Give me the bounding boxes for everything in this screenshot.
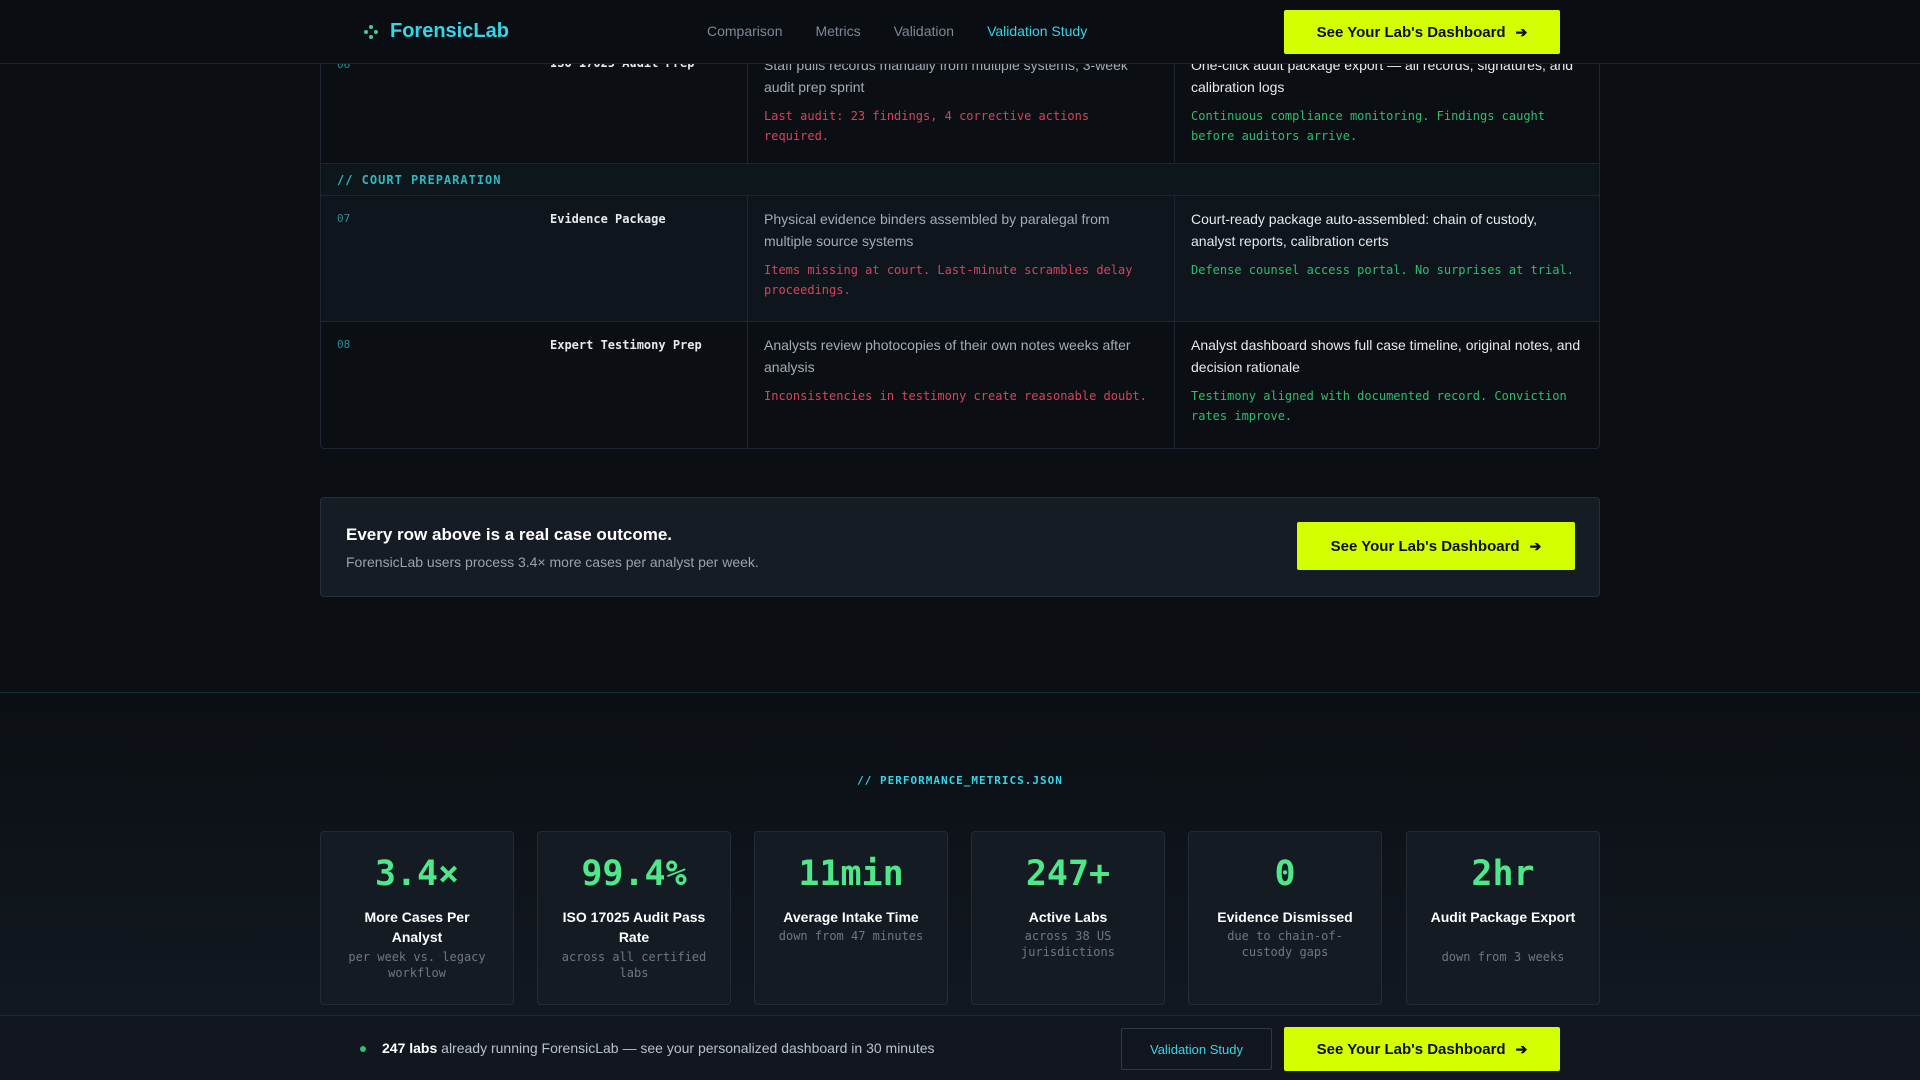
metric-title: ISO 17025 Audit Pass Rate — [562, 909, 706, 945]
bottom-dashboard-button[interactable]: See Your Lab's Dashboard ➔ — [1284, 1027, 1560, 1071]
legacy-outcome: Items missing at court. Last-minute scra… — [764, 263, 1133, 297]
comparison-table: 06 ISO 17025 Audit Prep Staff pulls reco… — [320, 30, 1600, 449]
metric-subtitle: down from 3 weeks — [1441, 950, 1565, 964]
bottom-bar-message: 247 labs already running ForensicLab — s… — [382, 1040, 935, 1056]
metric-card: 99.4% ISO 17025 Audit Pass Rate across a… — [537, 831, 731, 1005]
row-name: Evidence Package — [550, 212, 666, 226]
callout-dashboard-button[interactable]: See Your Lab's Dashboard ➔ — [1297, 522, 1575, 570]
metric-title: Audit Package Export — [1430, 909, 1576, 925]
metric-value: 11min — [798, 854, 904, 894]
bottom-dashboard-button-label: See Your Lab's Dashboard — [1316, 1040, 1506, 1058]
row-name: Expert Testimony Prep — [550, 338, 702, 352]
metric-subtitle: across all certified labs — [561, 950, 707, 980]
callout-title: Every row above is a real case outcome. — [346, 525, 672, 544]
section-label-court-preparation: // COURT PREPARATION — [321, 164, 1599, 196]
legacy-outcome: Last audit: 23 findings, 4 corrective ac… — [764, 109, 1090, 143]
sticky-bottom-bar: 247 labs already running ForensicLab — s… — [0, 1015, 1920, 1080]
legacy-description: Analysts review photocopies of their own… — [764, 337, 1131, 375]
forensiclab-outcome: Continuous compliance monitoring. Findin… — [1191, 109, 1546, 143]
metric-card: 247+ Active Labs across 38 US jurisdicti… — [971, 831, 1165, 1005]
legacy-cell: Physical evidence binders assembled by p… — [747, 196, 1174, 321]
nav-dashboard-button-label: See Your Lab's Dashboard — [1316, 23, 1506, 41]
row-number: 08 — [337, 338, 351, 351]
metrics-label: // PERFORMANCE_METRICS.JSON — [857, 774, 1063, 787]
nav-link-comparison[interactable]: Comparison — [707, 23, 783, 39]
validation-study-button[interactable]: Validation Study — [1121, 1028, 1272, 1070]
brand[interactable]: ForensicLab — [364, 20, 509, 43]
metric-title: Average Intake Time — [783, 909, 919, 925]
nav-link-validation-study[interactable]: Validation Study — [987, 23, 1088, 39]
callout-subtitle: ForensicLab users process 3.4× more case… — [346, 554, 759, 570]
lab-count: 247 labs — [382, 1040, 438, 1056]
callout-dashboard-button-label: See Your Lab's Dashboard — [1330, 537, 1520, 555]
forensiclab-description: Analyst dashboard shows full case timeli… — [1191, 337, 1581, 375]
legacy-cell: Analysts review photocopies of their own… — [747, 322, 1174, 448]
nav-links: Comparison Metrics Validation Validation… — [707, 23, 1087, 39]
legacy-outcome: Inconsistencies in testimony create reas… — [764, 389, 1147, 403]
brand-name: ForensicLab — [390, 20, 509, 42]
metric-subtitle: across 38 US jurisdictions — [1021, 929, 1115, 959]
metric-value: 2hr — [1471, 854, 1535, 894]
metric-card: 2hr Audit Package Export down from 3 wee… — [1406, 831, 1600, 1005]
forensiclab-cell: Analyst dashboard shows full case timeli… — [1174, 322, 1599, 448]
metric-title: Active Labs — [1028, 909, 1108, 925]
case-outcome-callout: Every row above is a real case outcome. … — [320, 497, 1600, 597]
table-row: 08 Expert Testimony Prep Analysts review… — [321, 322, 1599, 448]
forensiclab-cell: Court-ready package auto-assembled: chai… — [1174, 196, 1599, 321]
metric-value: 0 — [1274, 854, 1296, 894]
metric-title: More Cases Per Analyst — [364, 909, 470, 945]
brand-logo-icon — [364, 24, 378, 39]
metric-card: 11min Average Intake Time down from 47 m… — [754, 831, 948, 1005]
nav-link-metrics[interactable]: Metrics — [815, 23, 861, 39]
metric-subtitle: due to chain-of-custody gaps — [1227, 929, 1343, 959]
arrow-right-icon: ➔ — [1515, 1040, 1528, 1057]
forensiclab-outcome: Defense counsel access portal. No surpri… — [1191, 263, 1574, 277]
metric-subtitle: down from 47 minutes — [778, 929, 924, 943]
metric-value: 99.4% — [581, 854, 687, 894]
arrow-right-icon: ➔ — [1529, 537, 1542, 554]
table-row: 07 Evidence Package Physical evidence bi… — [321, 196, 1599, 322]
metric-value: 3.4× — [374, 854, 460, 894]
metric-value: 247+ — [1025, 854, 1111, 894]
top-nav: ForensicLab Comparison Metrics Validatio… — [0, 0, 1920, 64]
forensiclab-outcome: Testimony aligned with documented record… — [1191, 389, 1567, 423]
metric-subtitle: per week vs. legacy workflow — [348, 950, 486, 980]
status-dot-icon — [360, 1046, 366, 1052]
metric-card: 3.4× More Cases Per Analyst per week vs.… — [320, 831, 514, 1005]
legacy-description: Physical evidence binders assembled by p… — [764, 211, 1110, 249]
row-number: 07 — [337, 212, 351, 225]
section-divider — [0, 692, 1920, 693]
nav-link-validation[interactable]: Validation — [893, 23, 955, 39]
metric-card: 0 Evidence Dismissed due to chain-of-cus… — [1188, 831, 1382, 1005]
arrow-right-icon: ➔ — [1515, 23, 1528, 40]
bottom-bar-text: already running ForensicLab — see your p… — [437, 1040, 935, 1056]
forensiclab-description: Court-ready package auto-assembled: chai… — [1191, 211, 1538, 249]
metric-title: Evidence Dismissed — [1217, 909, 1353, 925]
nav-dashboard-button[interactable]: See Your Lab's Dashboard ➔ — [1284, 10, 1560, 54]
